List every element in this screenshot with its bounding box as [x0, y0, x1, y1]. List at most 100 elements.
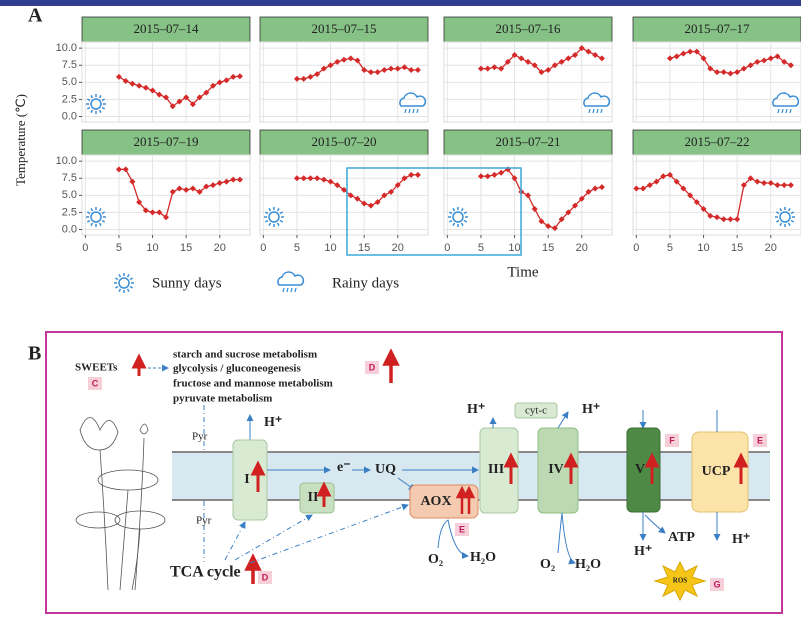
sweets-label: SWEETs [75, 362, 118, 374]
y-tick-label: 7.5 [62, 172, 77, 184]
sun-ray [119, 289, 121, 292]
facet: 2015–07–15 [260, 17, 428, 122]
proton-label: H⁺ [582, 402, 600, 417]
y-tick-label: 5.0 [62, 189, 77, 201]
x-tick-label: 20 [765, 242, 777, 254]
y-tick-label: 7.5 [62, 59, 77, 71]
sun-core [119, 278, 129, 288]
facet-title: 2015–07–15 [312, 21, 377, 36]
complex-label: II [308, 490, 319, 505]
legend: Sunny daysRainy days [114, 272, 399, 293]
x-tick-label: 20 [576, 242, 588, 254]
x-tick-label: 15 [180, 242, 192, 254]
figure: A Temperature (℃) Time 2015–07–14 0.0 2.5 5… [0, 0, 801, 621]
x-tick-label: 0 [260, 242, 266, 254]
tca-label: TCA cycle [170, 564, 241, 581]
sun-ray [115, 278, 118, 280]
pathway: glycolysis / gluconeogenesis [173, 363, 301, 375]
x-tick-label: 0 [633, 242, 639, 254]
sun-ray [115, 287, 118, 289]
pathway: pyruvate metabolism [173, 393, 272, 405]
y-tick-label: 5.0 [62, 76, 77, 88]
facet: 2015–07–14 0.0 2.5 5.0 7.5 10.0 [56, 17, 250, 122]
tag: C [92, 378, 99, 388]
x-tick-label: 15 [731, 242, 743, 254]
panel-label: A [28, 5, 43, 27]
pyr-label: Pyr [192, 431, 208, 443]
ros-label: ROS [673, 577, 688, 585]
tag: D [262, 572, 269, 582]
proton-label: H⁺ [467, 402, 485, 417]
facet-title: 2015–07–19 [134, 134, 199, 149]
legend-label: Sunny days [152, 275, 222, 291]
cloud [278, 272, 303, 285]
tag: E [757, 435, 763, 445]
pathway: starch and sucrose metabolism [173, 349, 317, 361]
atp-label: ATP [668, 530, 695, 545]
x-axis-title: Time [507, 264, 538, 280]
o2-label: O₂ [428, 552, 443, 567]
x-tick-label: 0 [444, 242, 450, 254]
arrow [235, 515, 312, 560]
lotus-drawing [76, 418, 165, 591]
pathway: fructose and mannose metabolism [173, 378, 333, 390]
facet-title: 2015–07–16 [496, 21, 562, 36]
x-tick-label: 20 [214, 242, 226, 254]
rain-drop [283, 288, 284, 292]
h2o-label: H₂O [575, 557, 601, 572]
proton-label: H⁺ [732, 532, 750, 547]
rain-drop [295, 288, 296, 292]
y-tick-label: 2.5 [62, 93, 77, 105]
o2-label: O₂ [540, 557, 555, 572]
x-tick-label: 10 [508, 242, 520, 254]
x-tick-label: 10 [146, 242, 158, 254]
sun-ray [119, 274, 121, 277]
arrow [225, 522, 245, 560]
complex-label: III [488, 462, 504, 477]
sun-ray [130, 278, 133, 280]
y-tick-label: 0.0 [62, 223, 77, 235]
uq-label: UQ [375, 462, 396, 477]
page: {"panel_a": {"label": "A", "ylabel": "Te… [0, 0, 801, 621]
x-tick-label: 20 [392, 242, 404, 254]
x-tick-label: 5 [116, 242, 122, 254]
y-axis-title: Temperature (℃) [13, 94, 28, 186]
proton-label: H⁺ [634, 544, 652, 559]
aox-label: AOX [420, 494, 451, 509]
x-tick-label: 0 [82, 242, 88, 254]
complex-label: I [244, 472, 249, 487]
tag: F [669, 435, 675, 445]
arrow [558, 513, 575, 563]
facet: 2015–07–16 [444, 17, 612, 122]
complex-label: V [635, 462, 645, 477]
facet-title: 2015–07–14 [134, 21, 200, 36]
x-tick-label: 15 [358, 242, 370, 254]
cyt-c-label: cyt-c [525, 405, 547, 417]
arrow [250, 505, 408, 563]
tag: G [713, 579, 720, 589]
pyr-label: Pyr [196, 515, 212, 527]
facets: 2015–07–140.02.55.07.510.02015–07–152015… [56, 17, 801, 254]
sun-ray [128, 289, 130, 292]
arrow [558, 412, 568, 428]
facet-title: 2015–07–20 [312, 134, 377, 149]
rain-drop [291, 288, 292, 292]
x-tick-label: 5 [667, 242, 673, 254]
tag: E [459, 524, 465, 534]
panel-label: B [28, 343, 41, 365]
arrow [645, 515, 665, 533]
rainy-icon [278, 272, 303, 292]
y-tick-label: 10.0 [56, 42, 77, 54]
x-tick-label: 5 [294, 242, 300, 254]
y-tick-label: 0.0 [62, 110, 77, 122]
facet: 2015–07–2105101520 [444, 130, 612, 254]
h2o-label: H₂O [470, 550, 496, 565]
ucp-label: UCP [702, 464, 731, 479]
rain-drop [287, 288, 288, 292]
sun-ray [130, 287, 133, 289]
proton-label: H⁺ [264, 415, 282, 430]
facet: 2015–07–17 [633, 17, 801, 122]
facet-title: 2015–07–22 [685, 134, 750, 149]
